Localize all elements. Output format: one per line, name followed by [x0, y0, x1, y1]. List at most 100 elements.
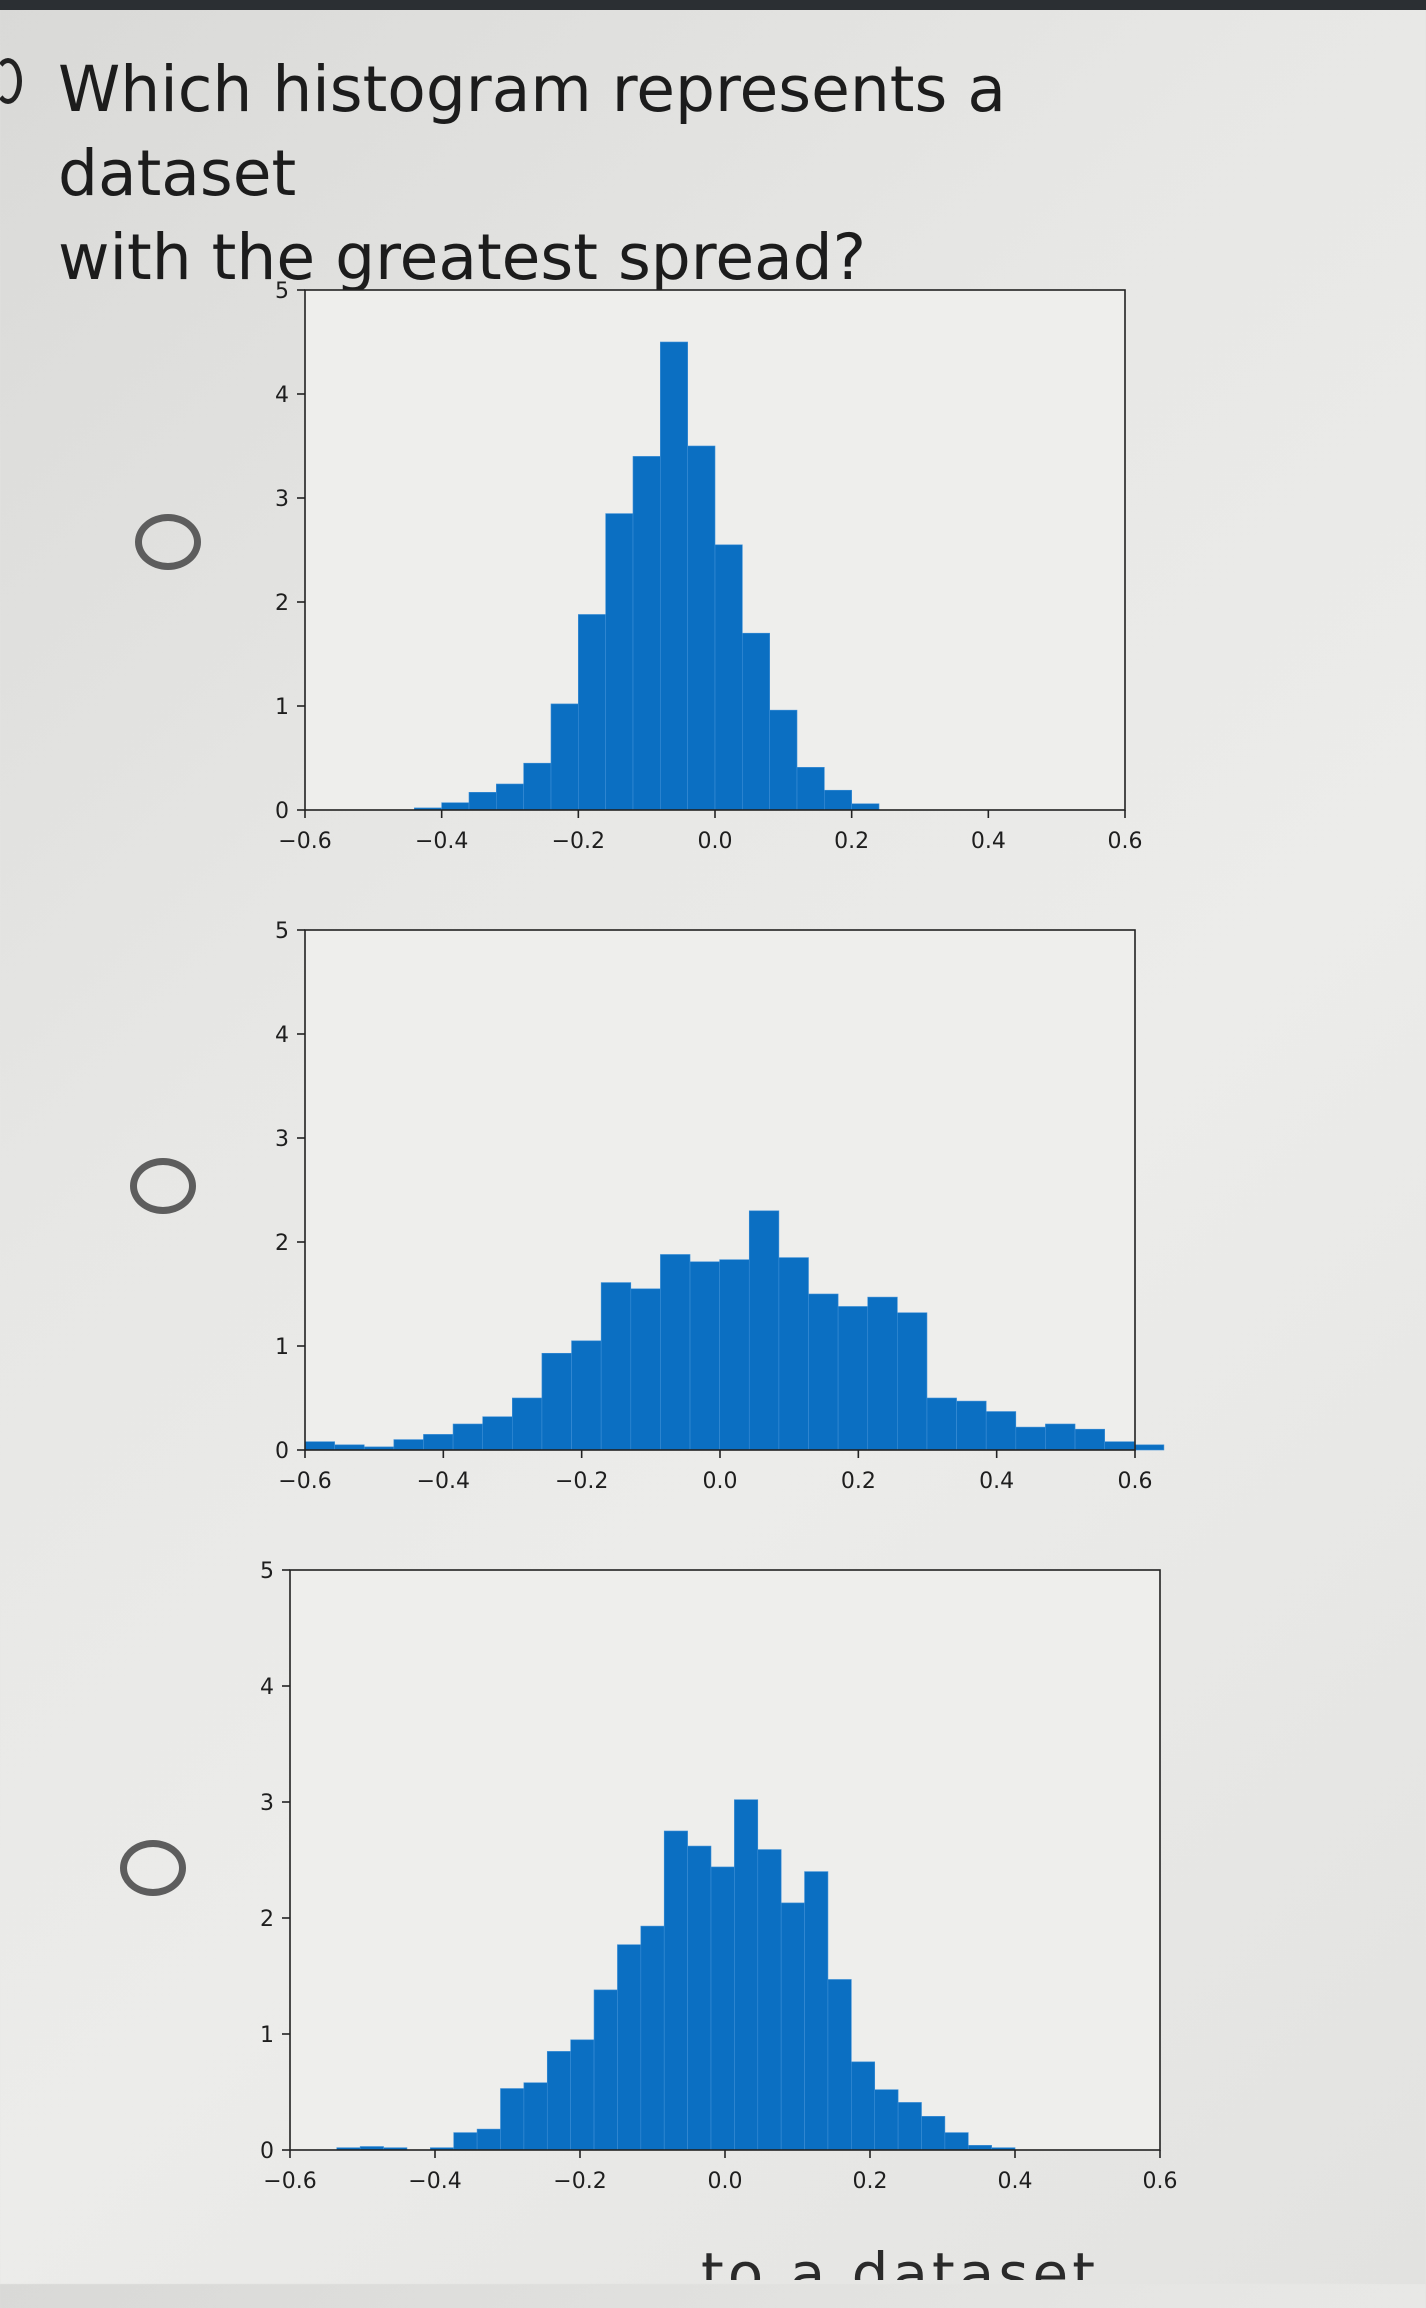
histogram-bar: [550, 703, 579, 811]
histogram-bar: [851, 803, 880, 811]
histogram-bar: [304, 1441, 335, 1451]
footer-text-fragment: to a dataset: [701, 2240, 1099, 2308]
histogram-bar: [897, 1312, 928, 1451]
y-tick-label: 0: [260, 2139, 274, 2164]
histogram-1: −0.6 −0.4 −0.2 0.0 0.2 0.4 0.6 0 1 2 3 4 5: [275, 279, 1143, 854]
x-tick-label: −0.2: [553, 2169, 606, 2194]
histogram-bar: [796, 767, 825, 811]
y-tick-label: 2: [275, 591, 289, 616]
option-2: −0.6 −0.4 −0.2 0.0 0.2 0.4 0.6 0 1 2 3 4 5: [0, 900, 1300, 1520]
histogram-bar: [441, 802, 470, 811]
histogram-bar: [687, 445, 716, 811]
histogram-bar: [570, 2039, 595, 2151]
histogram-bar: [851, 2061, 876, 2151]
x-tick-label: 0.0: [698, 829, 733, 854]
histogram-bar: [714, 544, 743, 811]
y-tick-label: 0: [275, 799, 289, 824]
histogram-bar: [476, 2128, 501, 2151]
x-tick-label: 0.6: [1108, 829, 1143, 854]
top-bar: [0, 0, 1426, 10]
x-tick-label: 0.0: [703, 1469, 738, 1494]
histogram-bar: [827, 1979, 852, 2151]
x-tick-label: −0.6: [278, 1469, 331, 1494]
histogram-bar: [1104, 1441, 1135, 1451]
histogram-bar: [742, 632, 770, 811]
x-tick-label: −0.4: [417, 1469, 470, 1494]
histogram-bar: [482, 1416, 513, 1451]
histogram-bar: [687, 1845, 712, 2151]
x-tick-label: −0.6: [278, 829, 331, 854]
option-1-radio[interactable]: [135, 514, 201, 570]
previous-item-edge: [0, 58, 22, 104]
y-tick-label: 4: [275, 383, 289, 408]
histogram-2: −0.6 −0.4 −0.2 0.0 0.2 0.4 0.6 0 1 2 3 4 5: [275, 919, 1165, 1494]
x-tick-label: −0.4: [408, 2169, 461, 2194]
y-tick-label: 1: [275, 695, 289, 720]
histogram-bar: [632, 456, 661, 811]
histogram-bar: [824, 789, 852, 811]
histogram-bar: [546, 2051, 571, 2151]
histogram-bar: [523, 2082, 548, 2151]
histogram-bar: [874, 2089, 899, 2151]
y-tick-label: 3: [275, 1127, 289, 1152]
histogram-bar: [571, 1340, 602, 1451]
histogram-bar: [778, 1257, 809, 1451]
histogram-bar: [1074, 1428, 1105, 1451]
x-tick-label: −0.2: [555, 1469, 608, 1494]
histogram-bar: [710, 1866, 735, 2151]
histogram-bar: [780, 1902, 805, 2151]
histogram-3: −0.6 −0.4 −0.2 0.0 0.2 0.4 0.6 0 1 2 3 4 5: [260, 1559, 1178, 2194]
histogram-bar: [452, 1423, 484, 1451]
histogram-bar: [956, 1400, 987, 1451]
histogram-bar: [719, 1259, 750, 1451]
y-tick-label: 5: [275, 919, 289, 944]
x-tick-label: 0.6: [1143, 2169, 1178, 2194]
y-tick-label: 1: [275, 1335, 289, 1360]
histogram-bar: [630, 1288, 661, 1451]
histogram-bar: [808, 1293, 839, 1451]
histogram-bar: [453, 2132, 478, 2151]
histogram-bar: [541, 1352, 572, 1451]
x-tick-label: 0.4: [979, 1469, 1014, 1494]
histogram-bar: [578, 614, 606, 811]
histogram-bar: [769, 709, 798, 811]
x-tick-label: 0.0: [708, 2169, 743, 2194]
histogram-bar: [605, 513, 634, 811]
histogram-bar: [748, 1210, 780, 1451]
histogram-bar: [867, 1296, 898, 1451]
x-tick-label: 0.4: [998, 2169, 1033, 2194]
x-tick-label: −0.2: [552, 829, 605, 854]
histogram-bar: [500, 2088, 525, 2151]
x-tick-label: 0.4: [971, 829, 1006, 854]
histogram-bar: [1015, 1426, 1046, 1451]
histogram-bar: [663, 1830, 688, 2151]
x-tick-label: 0.2: [853, 2169, 888, 2194]
y-tick-label: 4: [275, 1023, 289, 1048]
histogram-bar: [921, 2116, 946, 2151]
histogram-bar: [985, 1411, 1017, 1451]
histogram-bar: [660, 1254, 691, 1451]
option-2-radio[interactable]: [130, 1158, 196, 1214]
y-tick-label: 4: [260, 1675, 274, 1700]
y-tick-label: 5: [260, 1559, 274, 1584]
x-tick-label: −0.6: [263, 2169, 316, 2194]
question-text: Which histogram represents a dataset wit…: [58, 48, 1258, 300]
histogram-bar: [689, 1261, 720, 1451]
histogram-bar: [496, 783, 524, 811]
y-tick-label: 0: [275, 1439, 289, 1464]
x-tick-label: 0.6: [1118, 1469, 1153, 1494]
y-tick-label: 2: [275, 1231, 289, 1256]
option-3-radio[interactable]: [120, 1840, 186, 1896]
histogram-bar: [804, 1871, 829, 2151]
question-line-1: Which histogram represents a dataset: [58, 53, 1006, 210]
histogram-bar: [640, 1925, 665, 2151]
histogram-bar: [600, 1282, 632, 1451]
y-tick-label: 5: [275, 279, 289, 304]
y-tick-label: 3: [260, 1791, 274, 1816]
y-tick-label: 2: [260, 1907, 274, 1932]
option-1: −0.6 −0.4 −0.2 0.0 0.2 0.4 0.6 0 1 2 3 4 5: [0, 260, 1300, 880]
y-tick-label: 1: [260, 2023, 274, 2048]
x-tick-label: −0.4: [415, 829, 468, 854]
histogram-bar: [1045, 1423, 1076, 1451]
question-line-2: with the greatest spread?: [58, 221, 867, 294]
